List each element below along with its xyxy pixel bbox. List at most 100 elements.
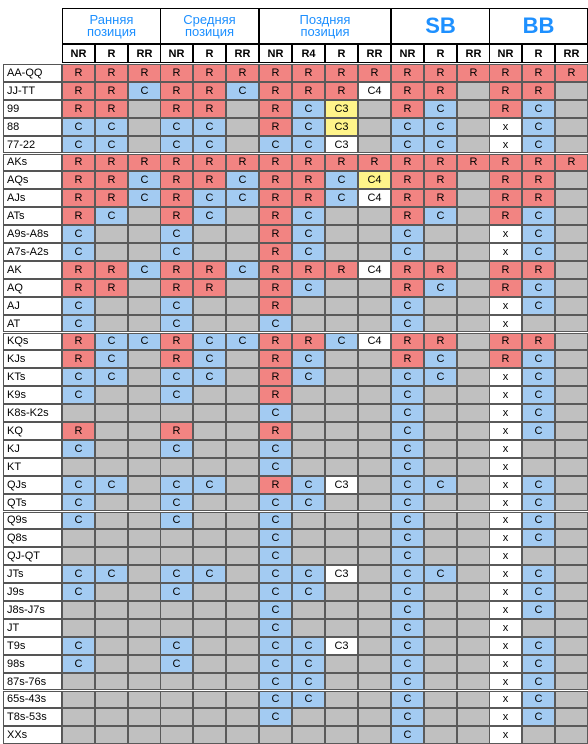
range-cell <box>457 493 490 512</box>
range-cell <box>555 583 588 601</box>
range-cell <box>358 135 391 154</box>
range-cell: C <box>62 654 95 673</box>
range-cell: C <box>424 278 457 297</box>
range-cell: R <box>62 99 95 118</box>
range-cell: C <box>522 243 555 261</box>
column-header: R <box>193 44 226 63</box>
range-cell: C <box>95 350 128 369</box>
range-cell: R <box>424 260 457 279</box>
range-cell: x <box>489 422 522 440</box>
range-cell: C <box>160 243 193 261</box>
range-cell: C3 <box>325 117 358 136</box>
range-cell: C <box>160 636 193 655</box>
range-cell: C <box>325 171 358 190</box>
range-cell <box>358 690 391 709</box>
range-cell: R <box>160 207 193 226</box>
range-cell: C <box>226 260 259 279</box>
range-cell: R <box>424 64 457 82</box>
hand-label: QJ-QT <box>3 547 62 566</box>
range-cell <box>128 225 161 243</box>
range-cell <box>457 708 490 727</box>
range-cell: C <box>292 243 325 261</box>
range-cell <box>292 457 325 476</box>
range-cell <box>325 404 358 422</box>
range-cell: C4 <box>358 260 391 279</box>
range-cell <box>555 386 588 405</box>
range-cell <box>95 618 128 637</box>
range-cell: R <box>259 296 292 315</box>
range-cell: C <box>62 243 95 261</box>
range-cell: C <box>522 601 555 619</box>
range-cell: R <box>160 99 193 118</box>
range-cell: x <box>489 117 522 136</box>
range-cell: R <box>95 278 128 297</box>
range-cell: C <box>292 117 325 136</box>
range-cell <box>292 386 325 405</box>
range-cell <box>95 654 128 673</box>
range-cell <box>193 439 226 458</box>
range-cell: C <box>391 422 424 440</box>
range-cell <box>226 386 259 405</box>
range-cell: C <box>62 511 95 530</box>
hand-label: K9s <box>3 386 62 405</box>
range-cell <box>226 117 259 136</box>
range-cell <box>226 422 259 440</box>
range-cell: R <box>292 64 325 82</box>
range-cell <box>457 475 490 494</box>
range-cell: R <box>259 368 292 387</box>
range-cell <box>226 296 259 315</box>
range-cell <box>325 690 358 709</box>
range-cell: R <box>391 81 424 100</box>
range-cell: R <box>391 153 424 172</box>
range-cell: R <box>160 278 193 297</box>
range-cell <box>424 583 457 601</box>
range-cell: C <box>160 583 193 601</box>
range-cell <box>424 314 457 333</box>
range-cell: R <box>424 153 457 172</box>
range-cell: C <box>522 708 555 727</box>
range-cell: R <box>259 422 292 440</box>
range-cell <box>555 672 588 691</box>
range-cell: C <box>259 529 292 548</box>
range-cell: C <box>522 368 555 387</box>
range-cell <box>95 422 128 440</box>
range-cell <box>128 457 161 476</box>
range-cell <box>325 708 358 727</box>
range-cell <box>292 726 325 744</box>
range-cell <box>358 278 391 297</box>
range-cell <box>62 457 95 476</box>
range-cell <box>226 690 259 709</box>
range-cell <box>424 529 457 548</box>
range-cell: C <box>522 493 555 512</box>
range-cell: R <box>489 153 522 172</box>
range-cell: x <box>489 672 522 691</box>
range-cell: C <box>193 350 226 369</box>
range-cell: C <box>424 117 457 136</box>
range-cell: R <box>95 81 128 100</box>
range-cell: R <box>259 99 292 118</box>
range-cell <box>95 601 128 619</box>
range-cell <box>325 439 358 458</box>
range-cell: x <box>489 457 522 476</box>
range-cell <box>457 117 490 136</box>
range-cell: C <box>259 565 292 584</box>
range-cell: R <box>193 81 226 100</box>
range-cell <box>424 457 457 476</box>
range-cell <box>325 511 358 530</box>
hand-label: XXs <box>3 726 62 744</box>
hand-label: 99 <box>3 99 62 118</box>
range-cell: C <box>259 708 292 727</box>
range-cell <box>424 422 457 440</box>
range-cell <box>128 207 161 226</box>
range-cell <box>128 135 161 154</box>
range-cell: x <box>489 386 522 405</box>
range-cell <box>160 672 193 691</box>
range-cell: C <box>522 672 555 691</box>
range-cell <box>193 225 226 243</box>
range-cell <box>128 636 161 655</box>
range-cell <box>358 672 391 691</box>
range-cell <box>95 690 128 709</box>
range-cell: C <box>259 618 292 637</box>
range-cell <box>325 296 358 315</box>
range-cell <box>325 225 358 243</box>
